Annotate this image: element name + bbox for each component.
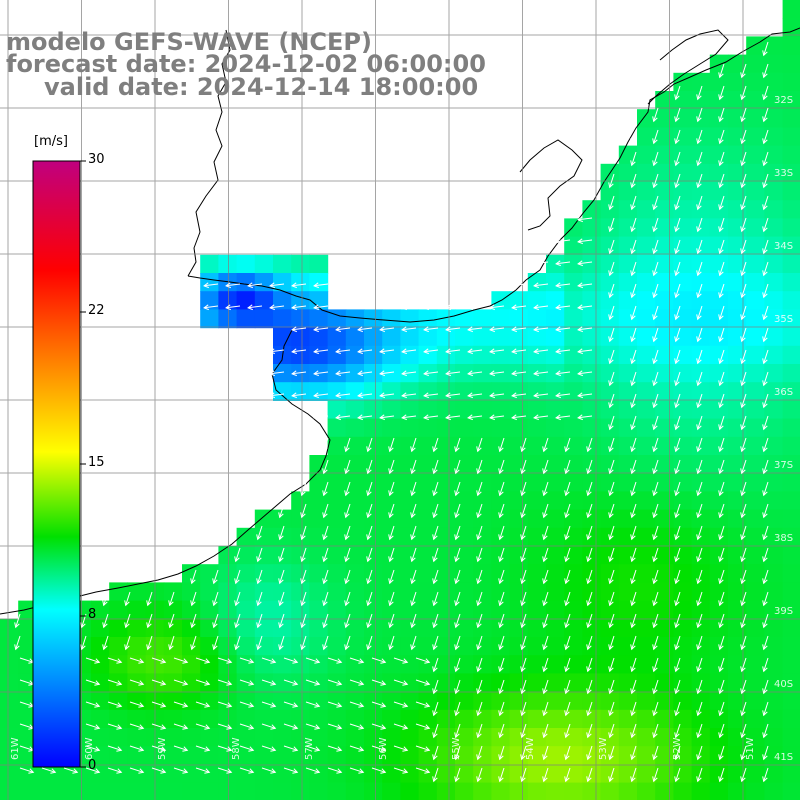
title-model: modelo GEFS-WAVE (NCEP)	[6, 28, 372, 56]
lat-label: 38S	[774, 533, 794, 544]
colorbar-tick-22: 22	[88, 303, 105, 318]
colorbar-tick-8: 8	[88, 607, 97, 622]
colorbar-tick-0: 0	[88, 758, 97, 773]
colorbar-tick-15: 15	[88, 455, 105, 470]
title-valid-date: valid date: 2024-12-14 18:00:00	[44, 73, 479, 101]
lat-label: 40S	[774, 679, 794, 690]
colorbar-unit: [m/s]	[34, 134, 68, 149]
colorbar	[32, 160, 81, 768]
lon-label: 51W	[745, 737, 756, 760]
title-forecast-date: forecast date: 2024-12-02 06:00:00	[6, 50, 486, 78]
lat-label: 34S	[774, 241, 794, 252]
colorbar-tick-30: 30	[88, 152, 105, 167]
lon-label: 60W	[83, 737, 95, 760]
lon-label: 56W	[377, 737, 389, 760]
lat-label: 37S	[774, 460, 794, 471]
lon-label: 57W	[304, 737, 315, 760]
lon-label: 59W	[157, 737, 168, 760]
lon-label: 52W	[671, 737, 683, 760]
lat-label: 36S	[774, 387, 794, 398]
lat-label: 35S	[774, 314, 794, 325]
lon-label: 53W	[598, 737, 609, 760]
lon-label: 58W	[230, 737, 242, 760]
lon-label: 54W	[524, 737, 536, 760]
lat-label: 39S	[774, 606, 794, 617]
lon-label: 55W	[451, 737, 462, 760]
lat-label: 41S	[774, 752, 794, 763]
lat-label: 33S	[774, 168, 794, 179]
lon-label: 61W	[10, 737, 21, 760]
lat-label: 32S	[774, 95, 794, 106]
